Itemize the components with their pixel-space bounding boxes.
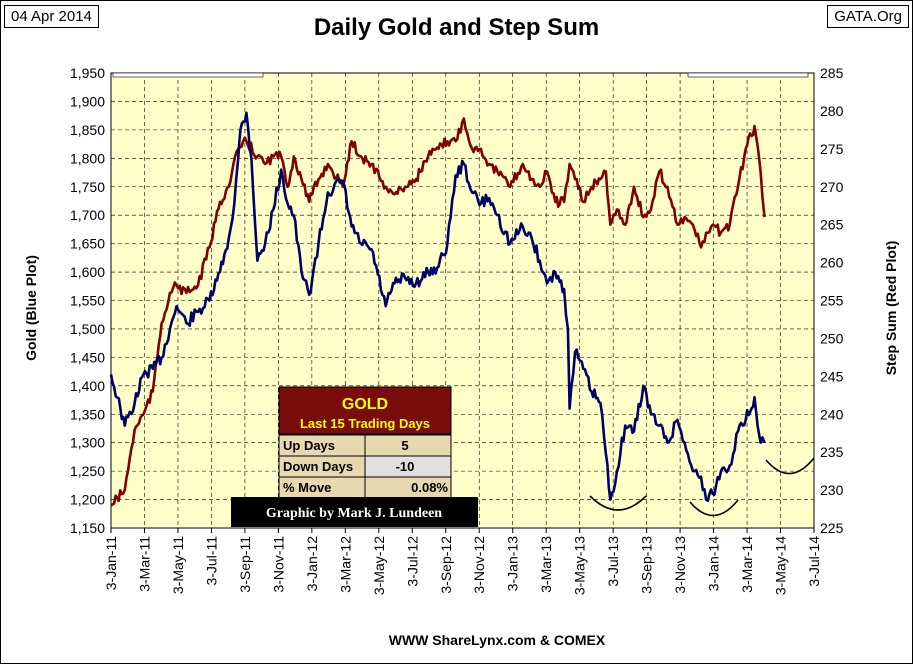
x-tick-label: 3-Jul-12 bbox=[404, 536, 420, 587]
y-tick-label: 1,250 bbox=[70, 463, 105, 479]
x-tick-label: 3-Mar-12 bbox=[337, 536, 353, 593]
table-row-value: 5 bbox=[401, 438, 408, 453]
y-tick-label: 1,350 bbox=[70, 406, 105, 422]
x-tick-label: 3-Jul-14 bbox=[806, 536, 822, 587]
x-tick-label: 3-Mar-11 bbox=[136, 536, 152, 592]
y-tick-label: 1,150 bbox=[70, 520, 105, 536]
x-tick-label: 3-May-12 bbox=[371, 536, 387, 595]
table-row-value: -10 bbox=[396, 459, 415, 474]
table-row-label: % Move bbox=[283, 480, 331, 495]
x-tick-label: 3-Nov-12 bbox=[471, 536, 487, 594]
y-tick-label: 1,400 bbox=[70, 378, 105, 394]
y2-tick-label: 285 bbox=[820, 65, 844, 81]
x-tick-label: 3-May-11 bbox=[170, 536, 186, 594]
y2-tick-label: 245 bbox=[820, 368, 844, 384]
y2-tick-label: 265 bbox=[820, 217, 844, 233]
stats-table: GOLD Last 15 Trading Days Up Days 5 Down D… bbox=[278, 386, 452, 499]
grid bbox=[110, 72, 815, 533]
y2-tick-label: 260 bbox=[820, 255, 844, 271]
table-row: Down Days -10 bbox=[278, 455, 452, 478]
x-tick-label: 3-May-14 bbox=[773, 536, 789, 595]
annotations bbox=[112, 72, 815, 517]
x-tick-label: 3-Sep-11 bbox=[237, 536, 253, 593]
y-tick-label: 1,850 bbox=[70, 122, 105, 138]
y2-tick-label: 280 bbox=[820, 103, 844, 119]
y-tick-label: 1,700 bbox=[70, 207, 105, 223]
y-tick-label: 1,600 bbox=[70, 264, 105, 280]
x-tick-label: 3-Jan-14 bbox=[706, 536, 722, 591]
y2-tick-label: 235 bbox=[820, 444, 844, 460]
credit-label: Graphic by Mark J. Lundeen bbox=[266, 506, 442, 521]
axis-ticks: 1,150 1,200 1,250 1,300 1,350 1,400 1,450 1,500… bbox=[70, 65, 844, 595]
x-tick-label: 3-May-13 bbox=[572, 536, 588, 595]
table-row: % Move 0.08% bbox=[278, 476, 452, 499]
x-tick-label: 3-Jul-13 bbox=[605, 536, 621, 587]
y-tick-label: 1,500 bbox=[70, 321, 105, 337]
gold-series-line bbox=[109, 111, 766, 502]
credit-bg bbox=[231, 497, 478, 527]
legend-strip bbox=[112, 72, 264, 78]
y2-tick-label: 230 bbox=[820, 482, 844, 498]
date-label: 04 Apr 2014 bbox=[4, 5, 99, 28]
trough-curve bbox=[589, 495, 647, 511]
x-tick-label: 3-Jan-13 bbox=[505, 536, 521, 591]
x-axis-footer: WWW ShareLynx.com & COMEX bbox=[389, 632, 606, 648]
y-tick-label: 1,900 bbox=[70, 93, 105, 109]
y-tick-label: 1,950 bbox=[70, 65, 105, 81]
table-row-label: Up Days bbox=[283, 438, 335, 453]
y2-tick-label: 225 bbox=[820, 520, 844, 536]
x-tick-label: 3-Mar-13 bbox=[538, 536, 554, 593]
table-row: Up Days 5 bbox=[278, 434, 452, 457]
y2-axis-label: Step Sum (Red Plot) bbox=[883, 241, 899, 376]
legend-strip bbox=[687, 72, 809, 78]
x-tick-label: 3-Sep-12 bbox=[438, 536, 454, 594]
chart-title: Daily Gold and Step Sum bbox=[313, 14, 600, 41]
y2-tick-label: 275 bbox=[820, 141, 844, 157]
table-row-value: 0.08% bbox=[411, 480, 448, 495]
y2-tick-label: 255 bbox=[820, 293, 844, 309]
table-title: GOLD bbox=[342, 396, 388, 413]
trough-curve bbox=[689, 499, 739, 517]
y-axis-label: Gold (Blue Plot) bbox=[23, 255, 39, 361]
y2-tick-label: 250 bbox=[820, 330, 844, 346]
x-tick-label: 3-Nov-11 bbox=[270, 536, 286, 593]
y-tick-label: 1,200 bbox=[70, 492, 105, 508]
y-tick-label: 1,300 bbox=[70, 435, 105, 451]
x-tick-label: 3-Nov-13 bbox=[672, 536, 688, 594]
x-tick-label: 3-Jan-12 bbox=[304, 536, 320, 591]
series-lines bbox=[109, 111, 766, 507]
table-header-bg bbox=[278, 386, 452, 435]
y-tick-label: 1,650 bbox=[70, 236, 105, 252]
trough-curve bbox=[765, 457, 815, 475]
x-tick-label: 3-Sep-13 bbox=[639, 536, 655, 594]
table-row-label: Down Days bbox=[283, 459, 353, 474]
x-tick-label: 3-Jan-11 bbox=[103, 536, 119, 590]
y-tick-label: 1,450 bbox=[70, 349, 105, 365]
table-subtitle: Last 15 Trading Days bbox=[300, 416, 430, 431]
source-label: GATA.Org bbox=[827, 5, 909, 28]
y-tick-label: 1,550 bbox=[70, 293, 105, 309]
y-tick-label: 1,750 bbox=[70, 179, 105, 195]
step-sum-series-line bbox=[110, 117, 766, 507]
x-tick-label: 3-Jul-11 bbox=[203, 536, 219, 586]
x-tick-label: 3-Mar-14 bbox=[739, 536, 755, 593]
y2-tick-label: 240 bbox=[820, 406, 844, 422]
y-tick-label: 1,800 bbox=[70, 150, 105, 166]
y2-tick-label: 270 bbox=[820, 179, 844, 195]
